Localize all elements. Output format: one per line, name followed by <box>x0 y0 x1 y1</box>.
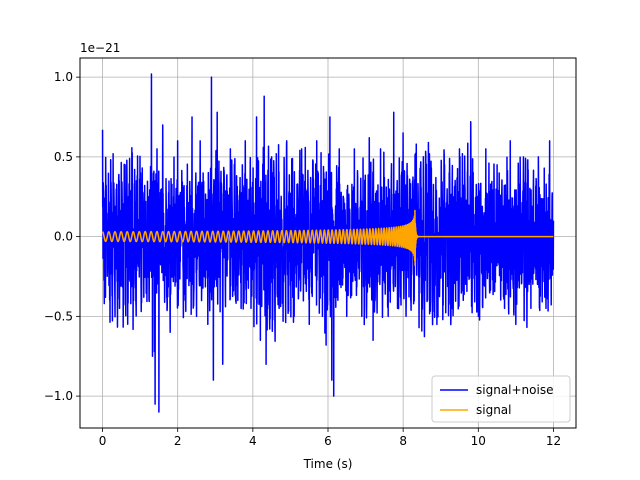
x-tick-label: 10 <box>471 434 486 448</box>
ticks: 0 2 4 6 8 10 12 −1.0 −0.5 0.0 0.5 1.0 <box>44 70 561 448</box>
y-tick-label: 0.5 <box>54 150 73 164</box>
x-tick-label: 6 <box>324 434 332 448</box>
y-tick-label: 0.0 <box>54 230 73 244</box>
series-signal-noise-line <box>101 73 555 413</box>
x-tick-label: 0 <box>99 434 107 448</box>
series-signal-line <box>101 209 555 267</box>
y-tick-label: −0.5 <box>44 309 73 323</box>
x-tick-label: 8 <box>399 434 407 448</box>
x-tick-label: 12 <box>546 434 561 448</box>
legend-label: signal <box>476 403 512 417</box>
x-axis-label: Time (s) <box>303 457 353 471</box>
y-tick-label: −1.0 <box>44 389 73 403</box>
y-tick-label: 1.0 <box>54 70 73 84</box>
y-offset-text: 1e−21 <box>80 41 120 55</box>
legend-label: signal+noise <box>476 383 553 397</box>
legend: signal+noise signal <box>431 375 571 423</box>
x-tick-label: 4 <box>249 434 257 448</box>
x-tick-label: 2 <box>174 434 182 448</box>
series-layer <box>101 73 555 413</box>
